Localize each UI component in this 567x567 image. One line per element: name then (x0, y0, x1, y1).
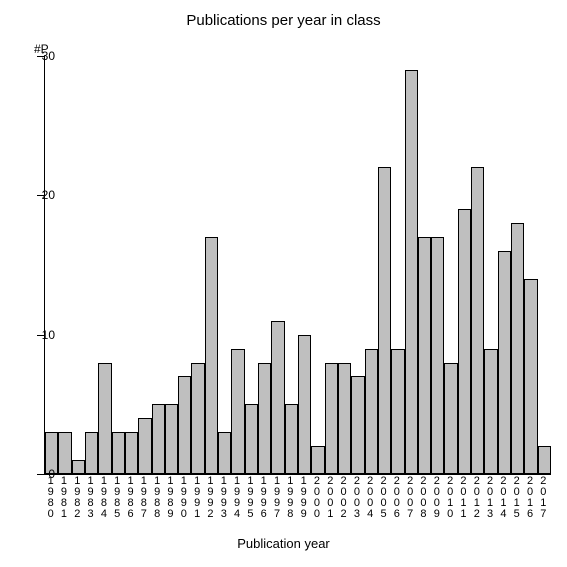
x-tick-label: 1998 (284, 476, 297, 520)
x-tick-label: 2006 (390, 476, 403, 520)
bar (365, 349, 378, 474)
x-tick-label: 1987 (137, 476, 150, 520)
x-tick-label: 1980 (44, 476, 57, 520)
bar (484, 349, 497, 474)
bar (152, 404, 165, 474)
chart-container: Publications per year in class #P 010203… (0, 0, 567, 567)
y-tick-label: 10 (31, 328, 55, 342)
x-tick-label: 2005 (377, 476, 390, 520)
x-tick-label: 1990 (177, 476, 190, 520)
bar (538, 446, 551, 474)
x-axis-labels: 1980198119821983198419851986198719881989… (44, 476, 550, 536)
bar (205, 237, 218, 474)
x-tick-label: 2001 (324, 476, 337, 520)
x-tick-label: 1993 (217, 476, 230, 520)
bar (231, 349, 244, 474)
bar (338, 363, 351, 474)
bar (391, 349, 404, 474)
x-tick-label: 2009 (430, 476, 443, 520)
bar (218, 432, 231, 474)
x-tick-label: 1996 (257, 476, 270, 520)
y-tick-label: 30 (31, 49, 55, 63)
x-tick-label: 2002 (337, 476, 350, 520)
bar (405, 70, 418, 474)
bar (471, 167, 484, 474)
bar (351, 376, 364, 474)
x-tick-label: 2012 (470, 476, 483, 520)
x-tick-label: 2014 (497, 476, 510, 520)
x-tick-label: 2011 (457, 476, 470, 520)
bar (298, 335, 311, 474)
x-tick-label: 2015 (510, 476, 523, 520)
x-tick-label: 2008 (417, 476, 430, 520)
x-tick-label: 1991 (190, 476, 203, 520)
x-tick-label: 1992 (204, 476, 217, 520)
bar (271, 321, 284, 474)
y-tick-label: 20 (31, 188, 55, 202)
bar (178, 376, 191, 474)
x-tick-label: 1995 (244, 476, 257, 520)
bar (511, 223, 524, 474)
x-tick-label: 2010 (443, 476, 456, 520)
bar (418, 237, 431, 474)
bar (72, 460, 85, 474)
bar (58, 432, 71, 474)
bar (125, 432, 138, 474)
x-axis-title: Publication year (0, 536, 567, 551)
x-tick-label: 1984 (97, 476, 110, 520)
x-tick-label: 1983 (84, 476, 97, 520)
bar (191, 363, 204, 474)
x-tick-label: 2007 (404, 476, 417, 520)
x-tick-label: 1994 (230, 476, 243, 520)
bar (285, 404, 298, 474)
plot-area (44, 56, 551, 475)
bar (165, 404, 178, 474)
bar (444, 363, 457, 474)
bar (85, 432, 98, 474)
x-tick-label: 2004 (364, 476, 377, 520)
x-tick-label: 1982 (71, 476, 84, 520)
x-tick-label: 1989 (164, 476, 177, 520)
chart-title: Publications per year in class (0, 12, 567, 29)
x-tick-label: 2000 (310, 476, 323, 520)
bar (98, 363, 111, 474)
x-tick-label: 1997 (270, 476, 283, 520)
bar (431, 237, 444, 474)
x-tick-label: 1988 (151, 476, 164, 520)
x-tick-label: 2016 (523, 476, 536, 520)
x-tick-label: 1985 (111, 476, 124, 520)
bar (245, 404, 258, 474)
bar (112, 432, 125, 474)
x-tick-label: 2017 (537, 476, 550, 520)
bar (458, 209, 471, 474)
bar (138, 418, 151, 474)
x-tick-label: 1981 (57, 476, 70, 520)
bars-group (45, 56, 551, 474)
x-tick-label: 2013 (483, 476, 496, 520)
bar (311, 446, 324, 474)
bar (325, 363, 338, 474)
bar (378, 167, 391, 474)
bar (258, 363, 271, 474)
x-tick-label: 1999 (297, 476, 310, 520)
bar (524, 279, 537, 474)
bar (498, 251, 511, 474)
x-tick-label: 1986 (124, 476, 137, 520)
x-tick-label: 2003 (350, 476, 363, 520)
